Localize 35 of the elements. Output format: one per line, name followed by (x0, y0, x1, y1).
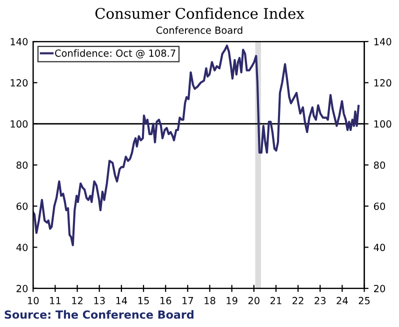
y2-tick-label: 40 (374, 244, 386, 252)
x-tick-label: 21 (270, 296, 282, 304)
x-tick-label: 20 (248, 296, 260, 304)
y-tick-label: 20 (16, 284, 28, 292)
x-tick-label: 24 (336, 296, 348, 304)
x-tick-label: 10 (28, 296, 39, 304)
y2-tick-label: 20 (374, 284, 386, 292)
x-tick-label: 14 (116, 297, 128, 304)
source-note: Source: The Conference Board (4, 310, 194, 319)
x-tick-label: 11 (50, 297, 60, 304)
y-tick-label: 40 (16, 244, 28, 252)
y2-tick-label: 80 (374, 161, 386, 169)
y-tick-label: 120 (10, 79, 28, 87)
y-tick-label: 140 (10, 38, 28, 46)
y-tick-label: 60 (16, 202, 28, 210)
x-tick-label: 23 (314, 296, 326, 304)
y2-tick-label: 140 (374, 38, 392, 46)
x-tick-label: 18 (204, 296, 216, 304)
y-tick-label: 80 (16, 161, 28, 169)
chart-subtitle: Conference Board (156, 26, 242, 34)
legend-label: Confidence: Oct @ 108.7 (55, 49, 176, 58)
line-series (33, 44, 360, 246)
x-tick-label: 16 (160, 296, 172, 304)
x-tick-label: 13 (94, 296, 105, 304)
y2-tick-label: 60 (374, 202, 386, 210)
y2-tick-label: 100 (374, 120, 392, 128)
x-tick-label: 22 (292, 296, 304, 304)
x-tick-label: 12 (72, 296, 82, 304)
chart-title: Consumer Confidence Index (95, 8, 304, 19)
x-tick-label: 15 (138, 297, 149, 304)
x-tick-label: 17 (182, 297, 194, 304)
y2-tick-label: 120 (374, 79, 392, 87)
x-tick-label: 25 (358, 296, 370, 304)
x-tick-label: 19 (226, 296, 238, 304)
y-tick-label: 100 (10, 120, 28, 128)
